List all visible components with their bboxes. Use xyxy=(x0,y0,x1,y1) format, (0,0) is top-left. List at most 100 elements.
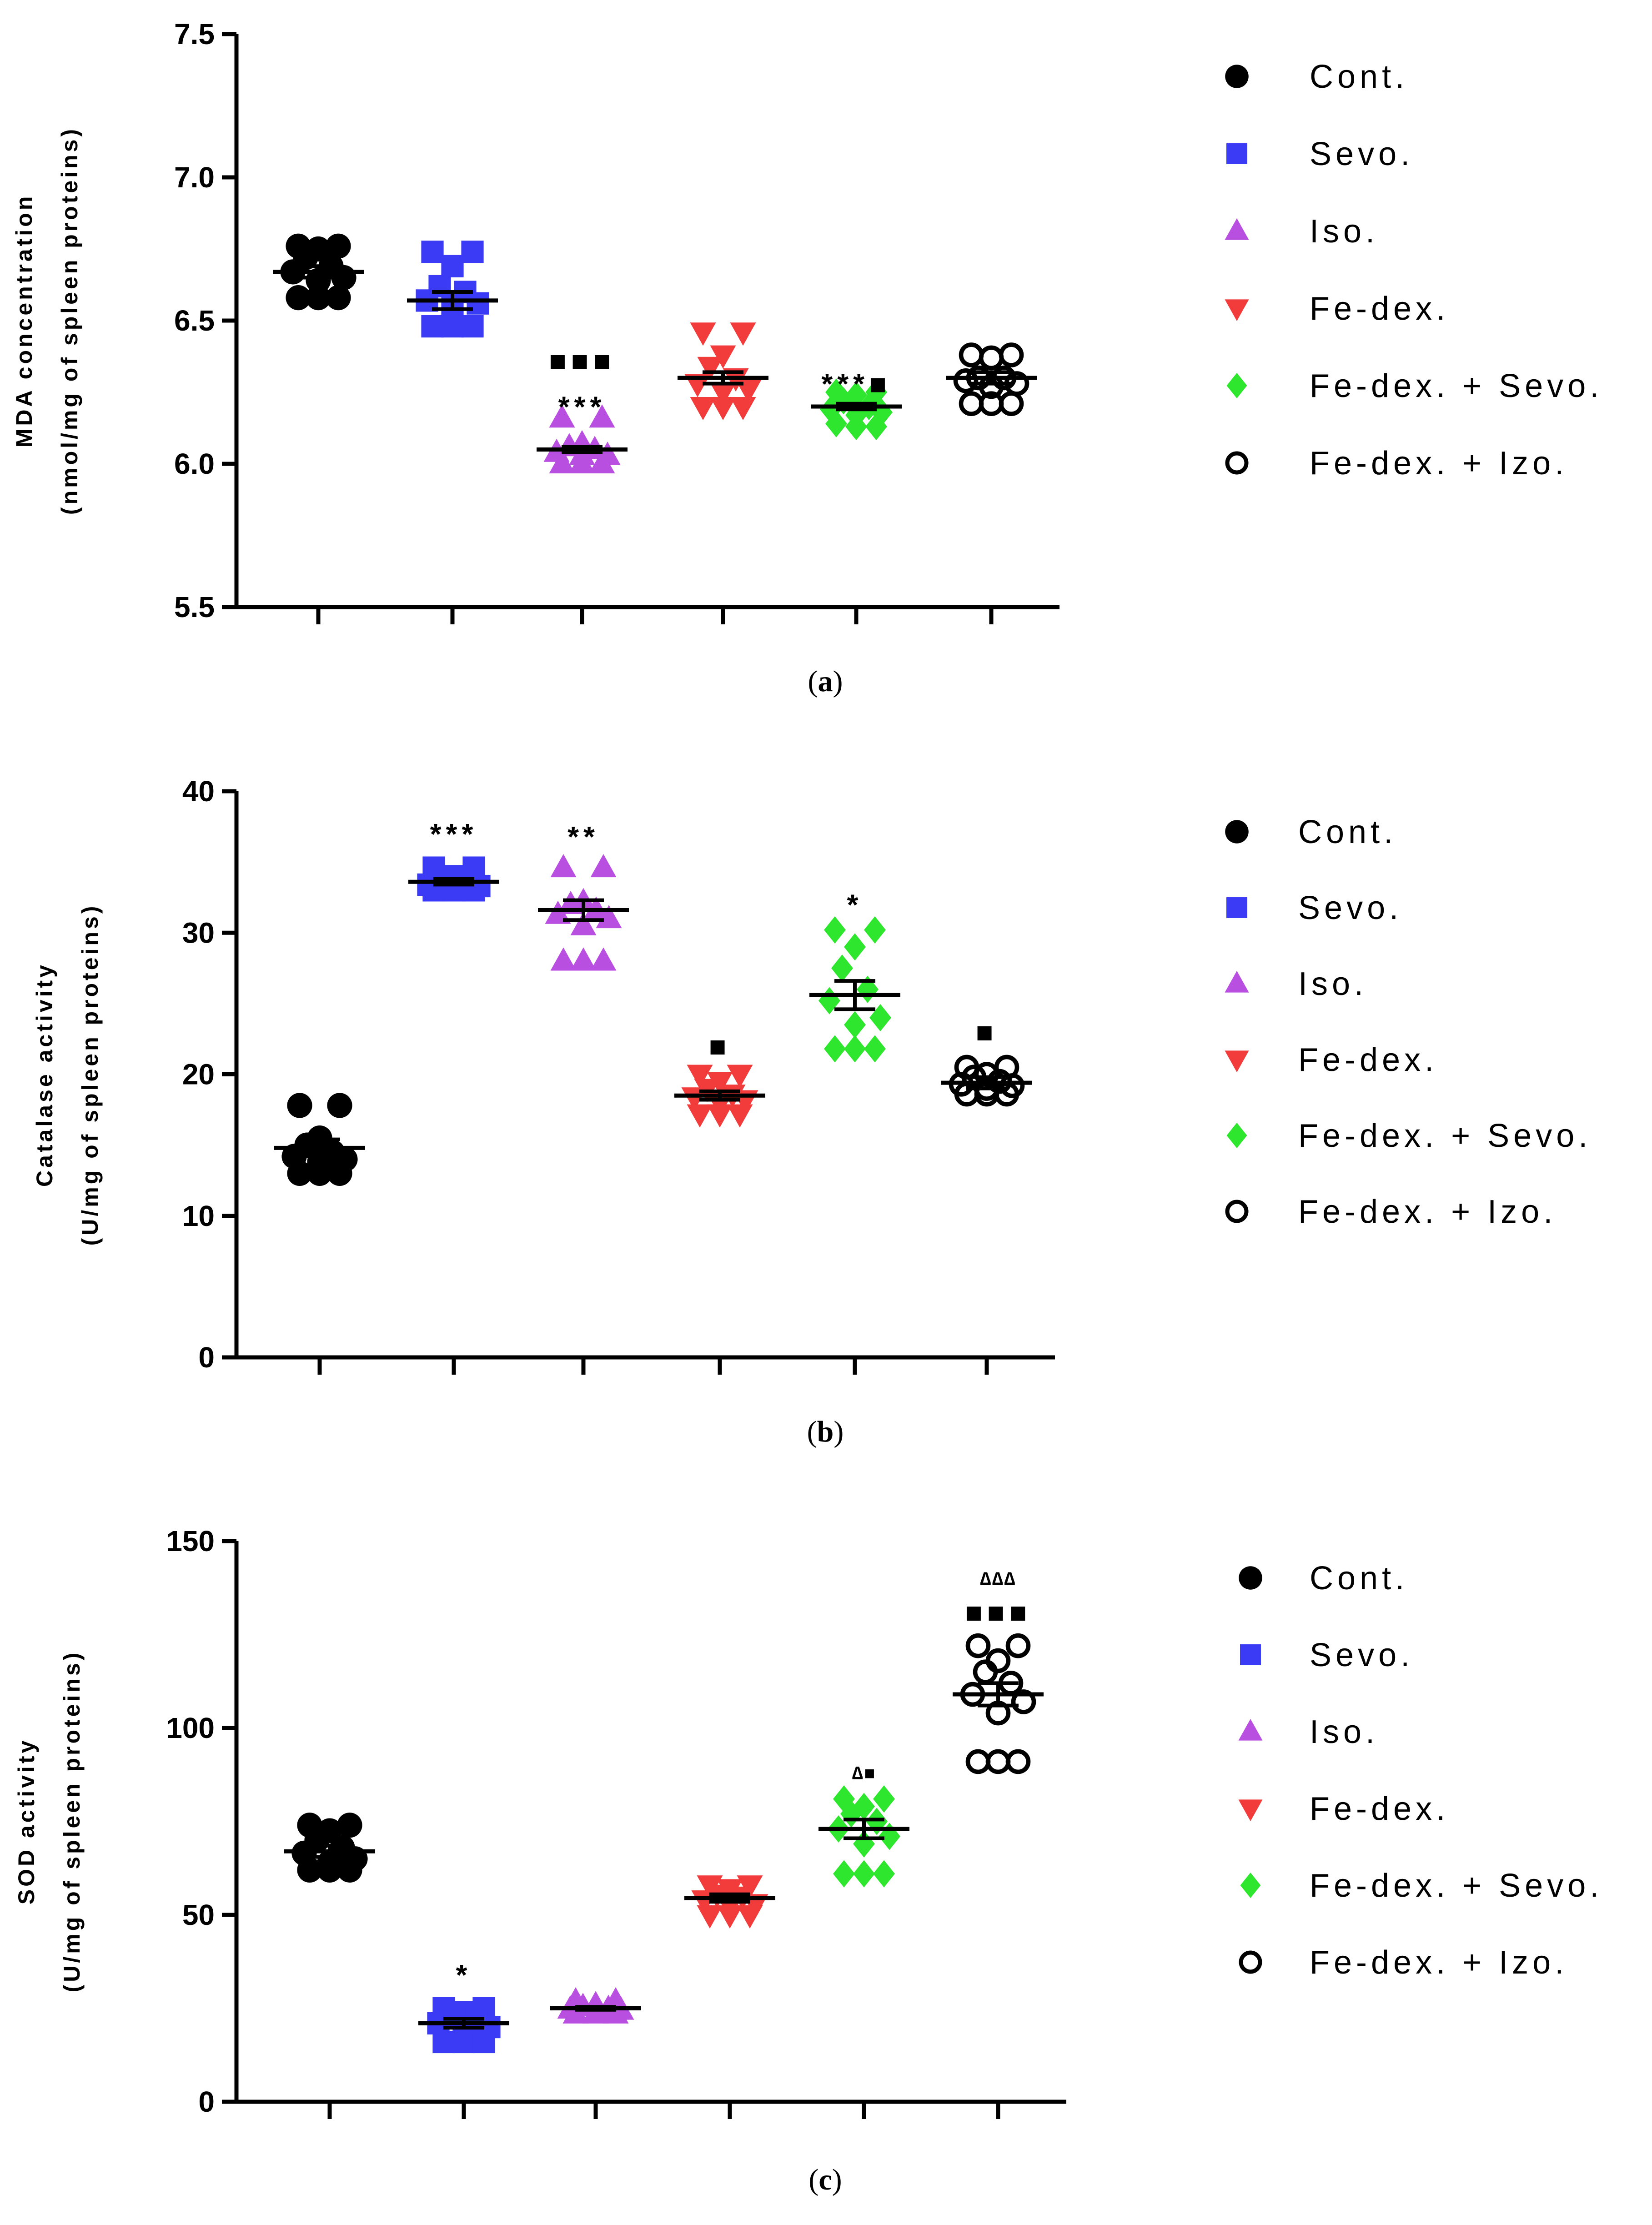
data-point xyxy=(461,315,484,338)
data-point xyxy=(710,397,736,420)
data-point xyxy=(697,357,723,380)
data-point xyxy=(327,1093,352,1118)
panel-a: 5.5 6.0 6.5 7.0 7.5 MDA concentration (nmol/mg… xyxy=(11,18,1599,698)
data-point xyxy=(999,391,1024,417)
data-point xyxy=(570,947,597,971)
data-point xyxy=(707,1072,733,1095)
data-point xyxy=(864,916,886,944)
significance-mark: ■■■ xyxy=(965,1596,1031,1629)
legend-entry: Fe-dex. xyxy=(1225,1042,1438,1078)
data-point xyxy=(687,1104,713,1128)
data-point xyxy=(824,916,846,944)
legend-entry: Fe-dex. + Izo. xyxy=(1239,1944,1564,1981)
y-tick-label: 150 xyxy=(166,1525,215,1557)
data-point xyxy=(287,1093,312,1118)
data-point xyxy=(737,1905,763,1929)
legend-label: Fe-dex. xyxy=(1310,1791,1449,1827)
data-point xyxy=(549,404,575,428)
data-point xyxy=(730,322,756,346)
legend-label: Fe-dex. + Sevo. xyxy=(1298,1118,1592,1154)
data-point xyxy=(824,1035,846,1063)
data-point xyxy=(825,410,847,437)
data-point xyxy=(973,1659,998,1684)
y-axis-subtitle: (U/mg of spleen proteins) xyxy=(59,1650,85,1993)
data-point xyxy=(467,292,489,315)
significance-mark: ∆■ xyxy=(852,1763,876,1783)
caption-open-paren: ( xyxy=(808,665,818,698)
data-point xyxy=(549,450,575,473)
caption-open-paren: ( xyxy=(808,2163,818,2196)
group-fe-dex-izo- xyxy=(946,342,1037,417)
legend-label: Cont. xyxy=(1298,814,1397,850)
legend-marker xyxy=(1225,1200,1249,1223)
y-tick-label: 6.0 xyxy=(174,447,215,480)
group-fe-dex-: ■ xyxy=(674,1030,765,1128)
data-point xyxy=(1005,1633,1031,1658)
data-point xyxy=(1005,1749,1031,1774)
data-point xyxy=(441,315,464,338)
group-iso- xyxy=(550,1987,641,2024)
legend-label: Cont. xyxy=(1310,1560,1408,1597)
data-point xyxy=(959,391,984,417)
data-point xyxy=(550,947,577,971)
group-cont- xyxy=(273,233,364,311)
data-point xyxy=(589,450,615,473)
legend-label: Fe-dex. xyxy=(1310,291,1449,327)
data-point xyxy=(965,1749,991,1774)
legend-marker xyxy=(1225,971,1249,993)
y-tick-label: 10 xyxy=(182,1200,215,1232)
legend-entry: Sevo. xyxy=(1226,890,1398,926)
caption-letter: a xyxy=(818,665,833,698)
group-fe-dex- xyxy=(678,322,768,420)
group-sevo- xyxy=(407,241,498,338)
legend-marker xyxy=(1240,1873,1261,1898)
caption-open-paren: ( xyxy=(807,1415,817,1448)
significance-mark: ■ xyxy=(709,1030,731,1063)
data-point xyxy=(979,345,1004,371)
data-point xyxy=(959,342,984,367)
group-cont- xyxy=(284,1813,375,1883)
y-tick-label: 50 xyxy=(182,1899,215,1931)
data-point xyxy=(681,1087,708,1111)
data-point xyxy=(461,241,484,263)
legend-marker xyxy=(1225,451,1249,475)
data-point xyxy=(545,900,571,924)
y-axis-title: SOD activity xyxy=(14,1738,39,1905)
legend-entry: Cont. xyxy=(1225,59,1404,95)
caption-letter: c xyxy=(818,2163,832,2196)
legend-entry: Fe-dex. + Sevo. xyxy=(1226,368,1599,404)
significance-mark: *** xyxy=(558,390,606,423)
data-point xyxy=(326,233,351,259)
group-fe-dex-izo-: ■ xyxy=(941,1016,1032,1107)
legend-marker xyxy=(1226,373,1247,398)
y-axis-title: MDA concentration xyxy=(11,194,37,448)
panel-b: 0 10 20 30 40 Catalase activity (U/mg of splee… xyxy=(32,775,1592,1448)
legend-label: Iso. xyxy=(1310,213,1379,250)
group-fe-dex- xyxy=(684,1875,775,1929)
legend-label: Iso. xyxy=(1310,1714,1379,1750)
data-point xyxy=(985,1749,1011,1774)
significance-mark: ***■ xyxy=(821,367,891,400)
group-sevo-: *** xyxy=(408,818,499,902)
legend-label: Fe-dex. xyxy=(1298,1042,1438,1078)
data-point xyxy=(865,413,887,441)
data-point xyxy=(452,2030,475,2054)
data-point xyxy=(690,397,716,420)
legend-entry: Cont. xyxy=(1225,814,1397,850)
data-point xyxy=(730,397,756,420)
data-point xyxy=(717,1905,743,1929)
significance-mark: * xyxy=(456,1959,472,1991)
data-point xyxy=(985,1648,1011,1673)
significance-mark: * xyxy=(847,888,863,921)
data-point xyxy=(603,2000,629,2024)
data-point xyxy=(570,912,597,935)
y-tick-label: 40 xyxy=(182,775,215,808)
legend-entry: Iso. xyxy=(1225,213,1379,250)
group-fe-dex-izo-: ∆∆∆ ■■■ xyxy=(953,1569,1044,1774)
data-point xyxy=(965,1633,991,1658)
data-point xyxy=(735,380,762,403)
caption-close-paren: ) xyxy=(832,2163,842,2196)
data-point xyxy=(589,404,615,428)
data-point xyxy=(441,255,464,277)
